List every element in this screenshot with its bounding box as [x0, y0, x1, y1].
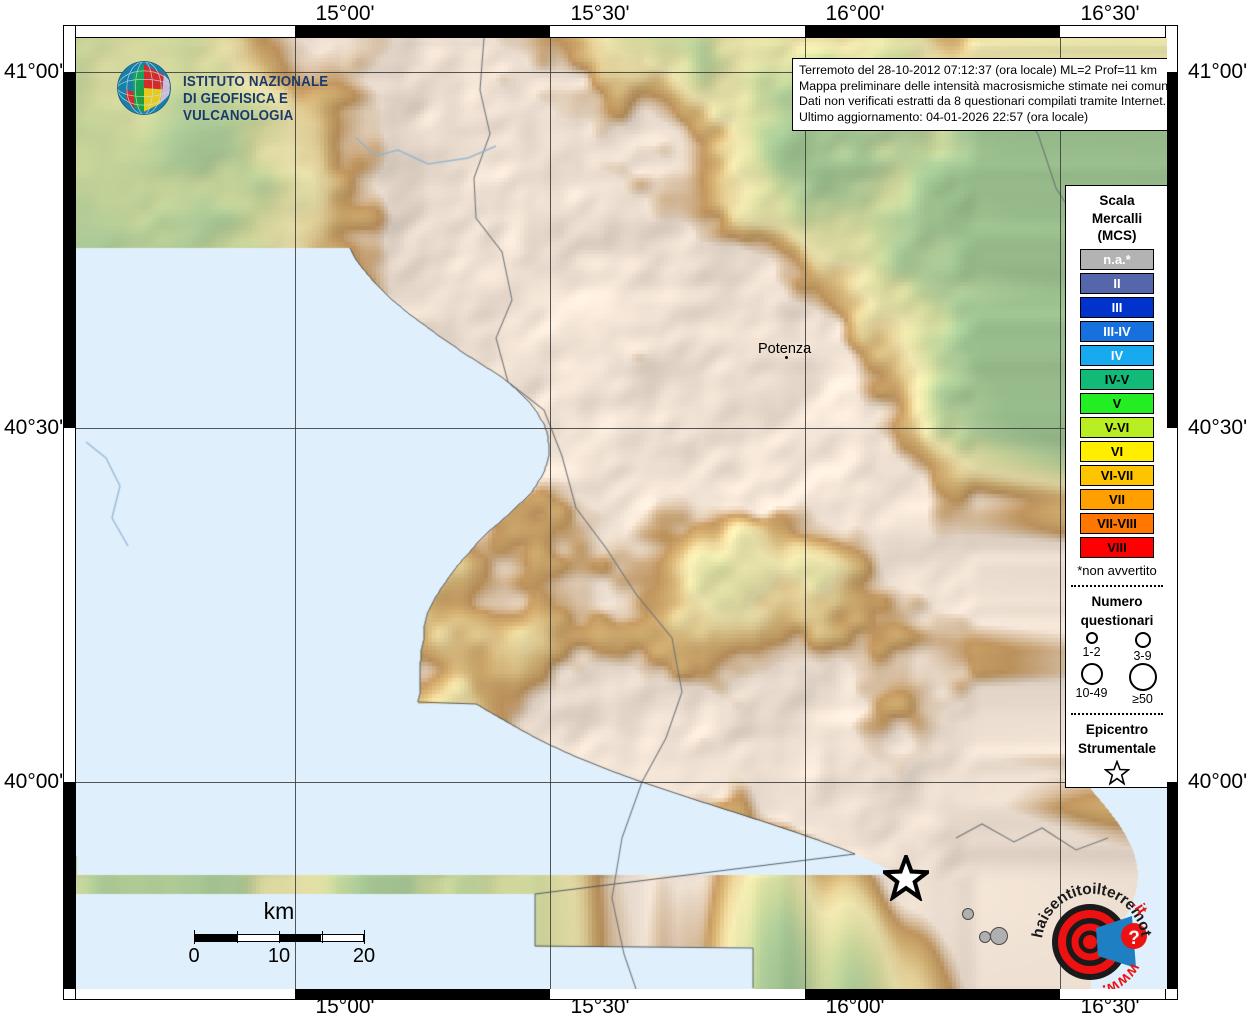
legend-title-line2: Mercalli	[1091, 210, 1143, 226]
axis-tick-label: 41°00'	[1188, 60, 1248, 83]
scale-bar-track	[184, 930, 374, 944]
mcs-legend-swatch: III	[1080, 296, 1154, 318]
axis-tick-label: 40°00'	[1188, 770, 1248, 793]
axis-tick-label: 15°30'	[570, 2, 630, 25]
frame-band-left	[64, 26, 76, 999]
ingv-line1: ISTITUTO NAZIONALE	[183, 74, 329, 90]
event-info-box: Terremoto del 28-10-2012 07:12:37 (ora l…	[792, 58, 1167, 132]
info-line-data: Dati non verificati estratti da 8 questi…	[799, 94, 1167, 109]
questionnaire-size-key-item: 3-9	[1117, 631, 1167, 663]
mcs-legend-swatch: VIII	[1080, 536, 1154, 558]
legend-divider-1	[1071, 584, 1163, 587]
ingv-logo: ISTITUTO NAZIONALE DI GEOFISICA E VULCAN…	[111, 55, 341, 125]
axis-tick-label: 16°30'	[1080, 2, 1140, 25]
mcs-legend-swatch: n.a.*	[1080, 248, 1154, 270]
graticule-line-horizontal	[76, 72, 1167, 73]
map-canvas[interactable]: Potenzara	[76, 38, 1167, 989]
scale-bar-tick-label: 20	[352, 945, 376, 967]
mcs-legend-swatch: III-IV	[1080, 320, 1154, 342]
city-label: Potenza	[758, 341, 812, 357]
axis-tick-label: 40°00'	[4, 770, 64, 793]
mcs-legend-swatch: V	[1080, 392, 1154, 414]
axis-tick-label: 15°00'	[315, 995, 375, 1018]
questionnaire-size-key: 1-2 3-9 10-49 ≥50	[1066, 631, 1167, 706]
mcs-legend-swatch: V-VI	[1080, 416, 1154, 438]
questionnaire-size-label: 1-2	[1082, 644, 1101, 659]
legend-title-line1: Scala	[1099, 193, 1135, 208]
axis-tick-label: 41°00'	[4, 60, 64, 83]
questionnaire-size-circle	[1134, 631, 1151, 648]
mcs-legend-swatch: II	[1080, 272, 1154, 294]
svg-text:?: ?	[1128, 928, 1140, 949]
axis-tick-label: 16°00'	[825, 995, 885, 1018]
epicenter-key-star-icon	[1066, 758, 1167, 791]
frame-band-top	[64, 26, 1177, 38]
epicenter-title-line1: Epicentro	[1085, 721, 1149, 737]
mcs-legend-swatch: VII	[1080, 488, 1154, 510]
questionnaire-size-key-item: 10-49	[1066, 662, 1117, 706]
info-line-event: Terremoto del 28-10-2012 07:12:37 (ora l…	[799, 63, 1157, 77]
legend-title-line3: (MCS)	[1097, 228, 1137, 243]
city-marker-dot	[785, 356, 788, 359]
frame-tick	[1166, 782, 1177, 989]
frame-tick	[1166, 72, 1177, 428]
hsit-target-icon: ? haisentitoilterremoto www. .it	[1019, 863, 1154, 989]
ingv-wordmark: ISTITUTO NAZIONALE DI GEOFISICA E VULCAN…	[183, 74, 328, 125]
scale-bar-labels: 0 10 20	[184, 945, 376, 969]
mcs-legend-swatch: VI	[1080, 440, 1154, 462]
axis-tick-label: 15°30'	[570, 995, 630, 1018]
questionnaire-size-label: 3-9	[1133, 648, 1152, 663]
questionnaire-size-circle	[1085, 631, 1098, 644]
questionnaire-point[interactable]	[962, 908, 974, 920]
graticule-line-horizontal	[76, 782, 1167, 783]
mcs-scale-list: n.a.* II III III-IV IV IV-V V V-VI VI VI-VII VII VI…	[1066, 248, 1167, 558]
mcs-legend-swatch: VI-VII	[1080, 464, 1154, 486]
axis-tick-label: 15°00'	[315, 2, 375, 25]
terrain-relief-layer	[76, 38, 1167, 989]
frame-tick	[805, 988, 1060, 999]
mcs-legend-swatch: IV-V	[1080, 368, 1154, 390]
frame-tick	[64, 782, 75, 989]
scale-bar-tick-label: 0	[188, 945, 200, 967]
info-line-map: Mappa preliminare delle intensità macros…	[799, 78, 1167, 93]
graticule-line-vertical	[550, 38, 551, 989]
legend-panel: Scala Mercalli (MCS) n.a.* II III III-IV IV I…	[1065, 185, 1167, 788]
axis-tick-label: 40°30'	[4, 416, 64, 439]
mcs-legend-swatch: IV	[1080, 344, 1154, 366]
questionnaires-title-line1: Numero	[1091, 593, 1143, 609]
axis-tick-label: 16°30'	[1080, 995, 1140, 1018]
questionnaire-size-circle	[1128, 662, 1157, 691]
frame-tick	[295, 988, 550, 999]
axis-tick-label: 40°30'	[1188, 416, 1248, 439]
scale-bar-unit: km	[263, 898, 295, 924]
axis-tick-label: 16°00'	[825, 2, 885, 25]
scale-bar: km 0 10 20	[184, 898, 376, 969]
epicenter-title-line2: Strumentale	[1077, 740, 1157, 756]
frame-tick	[295, 26, 550, 37]
legend-divider-2	[1071, 712, 1163, 715]
ingv-line2: DI GEOFISICA E VULCANOLOGIA	[183, 91, 294, 124]
questionnaire-point[interactable]	[990, 927, 1008, 945]
questionnaires-title-line2: questionari	[1080, 612, 1154, 628]
graticule-line-vertical	[1060, 38, 1061, 989]
epicenter-star-icon	[879, 850, 933, 903]
questionnaire-size-circle	[1080, 662, 1103, 685]
ingv-globe-icon	[111, 55, 177, 121]
map-frame: Potenzara	[63, 25, 1178, 1000]
frame-tick	[64, 72, 75, 428]
graticule-line-vertical	[805, 38, 806, 989]
questionnaire-size-key-item: 1-2	[1066, 631, 1117, 663]
graticule-line-vertical	[295, 38, 296, 989]
info-line-update: Ultimo aggiornamento: 04-01-2026 22:57 (…	[799, 109, 1089, 124]
frame-tick	[805, 26, 1060, 37]
legend-footnote: *non avvertito	[1077, 562, 1157, 578]
questionnaire-size-key-item: ≥50	[1117, 662, 1167, 706]
questionnaire-size-label: 10-49	[1075, 685, 1108, 700]
mcs-legend-swatch: VII-VIII	[1080, 512, 1154, 534]
scale-bar-tick-label: 10	[267, 945, 291, 967]
questionnaire-size-label: ≥50	[1132, 691, 1153, 706]
graticule-line-horizontal	[76, 428, 1167, 429]
